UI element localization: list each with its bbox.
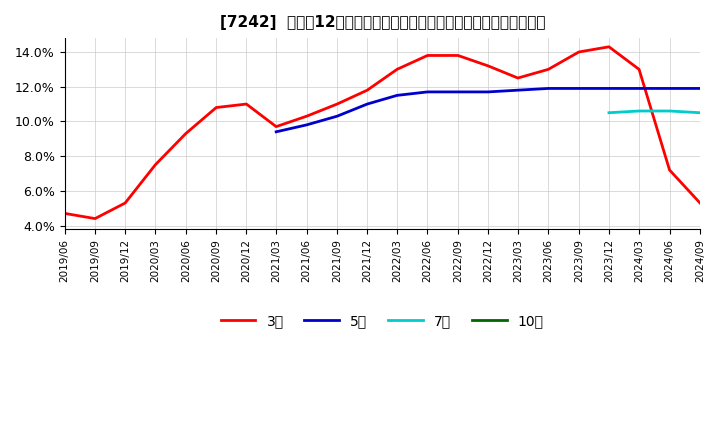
Line: 3年: 3年 xyxy=(65,47,700,219)
Line: 7年: 7年 xyxy=(609,111,700,113)
Legend: 3年, 5年, 7年, 10年: 3年, 5年, 7年, 10年 xyxy=(215,308,549,334)
Title: [7242]  売上高12か月移動合計の対前年同期増減率の標準偏差の推移: [7242] 売上高12か月移動合計の対前年同期増減率の標準偏差の推移 xyxy=(220,15,545,30)
Line: 5年: 5年 xyxy=(276,88,700,132)
